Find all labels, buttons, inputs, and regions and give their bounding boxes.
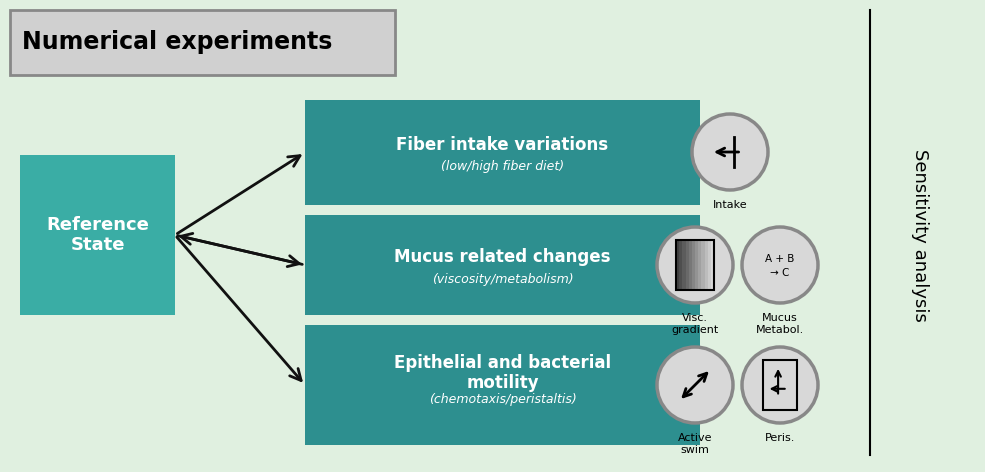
- FancyBboxPatch shape: [691, 240, 695, 290]
- Text: Mucus related changes: Mucus related changes: [394, 248, 611, 266]
- Text: A + B: A + B: [765, 254, 795, 264]
- FancyBboxPatch shape: [707, 240, 711, 290]
- Text: (low/high fiber diet): (low/high fiber diet): [441, 160, 564, 173]
- Text: Active
swim: Active swim: [678, 433, 712, 455]
- FancyBboxPatch shape: [698, 240, 702, 290]
- Text: Intake: Intake: [713, 200, 748, 210]
- Text: Mucus
Metabol.: Mucus Metabol.: [755, 313, 804, 335]
- Circle shape: [657, 347, 733, 423]
- FancyBboxPatch shape: [704, 240, 708, 290]
- Text: Peris.: Peris.: [764, 433, 795, 443]
- Text: Visc.
gradient: Visc. gradient: [672, 313, 719, 335]
- FancyBboxPatch shape: [305, 215, 700, 315]
- Text: (chemotaxis/peristaltis): (chemotaxis/peristaltis): [428, 393, 576, 405]
- FancyBboxPatch shape: [689, 240, 692, 290]
- Text: Epithelial and bacterial
motility: Epithelial and bacterial motility: [394, 354, 611, 392]
- Text: Reference
State: Reference State: [46, 216, 149, 254]
- FancyBboxPatch shape: [305, 325, 700, 445]
- FancyBboxPatch shape: [10, 10, 395, 75]
- Circle shape: [692, 114, 768, 190]
- FancyBboxPatch shape: [695, 240, 698, 290]
- FancyBboxPatch shape: [711, 240, 714, 290]
- Text: Fiber intake variations: Fiber intake variations: [396, 135, 609, 153]
- Text: (viscosity/metabolism): (viscosity/metabolism): [431, 272, 573, 286]
- FancyBboxPatch shape: [680, 240, 683, 290]
- Circle shape: [742, 227, 818, 303]
- FancyBboxPatch shape: [676, 240, 680, 290]
- FancyBboxPatch shape: [686, 240, 690, 290]
- Text: Sensitivity analysis: Sensitivity analysis: [911, 149, 929, 321]
- Text: Numerical experiments: Numerical experiments: [22, 31, 332, 54]
- Circle shape: [657, 227, 733, 303]
- FancyBboxPatch shape: [683, 240, 686, 290]
- FancyBboxPatch shape: [701, 240, 705, 290]
- FancyBboxPatch shape: [305, 100, 700, 205]
- FancyBboxPatch shape: [20, 155, 175, 315]
- Text: → C: → C: [770, 268, 790, 278]
- Circle shape: [742, 347, 818, 423]
